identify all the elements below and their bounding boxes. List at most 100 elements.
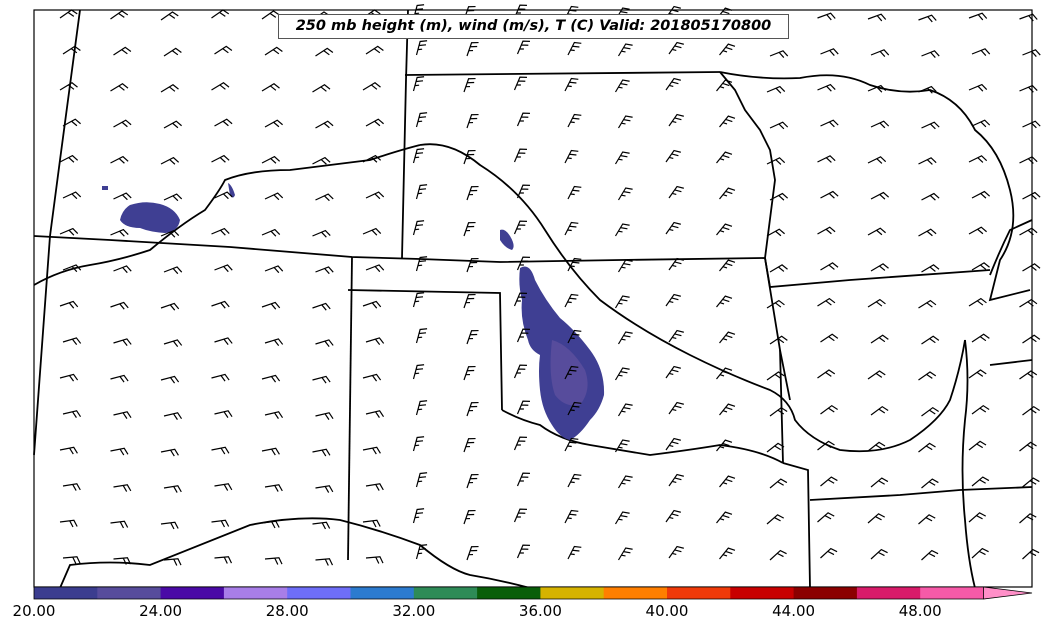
wind-barb xyxy=(466,545,479,561)
wind-barb xyxy=(214,191,233,200)
colorbar-segment xyxy=(350,587,415,599)
wind-barb xyxy=(312,302,331,311)
wind-barb xyxy=(59,300,79,309)
wind-barb xyxy=(716,367,733,380)
wind-barb xyxy=(769,335,788,345)
wind-barb xyxy=(264,557,283,565)
wind-barb xyxy=(513,220,527,235)
wind-barb xyxy=(918,14,937,23)
temperature-shading xyxy=(102,183,605,440)
wind-barb xyxy=(516,400,530,415)
wind-barb xyxy=(211,154,230,163)
wind-barb xyxy=(463,365,476,381)
wind-barb xyxy=(110,83,129,92)
wind-barb xyxy=(1022,49,1041,57)
wind-barb xyxy=(918,514,936,525)
wind-barb xyxy=(261,301,281,310)
wind-barb xyxy=(62,556,81,564)
wind-barb xyxy=(567,113,582,128)
wind-barb xyxy=(820,476,838,487)
wind-barb xyxy=(820,333,839,343)
wind-barb xyxy=(412,364,425,380)
wind-barb xyxy=(665,437,681,451)
colorbar-tick-label: 20.00 xyxy=(12,602,56,620)
wind-barb xyxy=(820,190,839,199)
wind-barb xyxy=(264,46,283,56)
wind-barb xyxy=(412,76,425,92)
wind-barb xyxy=(766,371,785,381)
wind-barb xyxy=(719,43,736,56)
wind-barb xyxy=(820,119,839,128)
wind-barb xyxy=(567,401,582,416)
wind-barb xyxy=(163,266,183,275)
wind-barb xyxy=(59,227,79,236)
wind-barb xyxy=(466,473,479,489)
colorbar-segment xyxy=(160,587,225,599)
wind-barb xyxy=(971,404,990,415)
wind-barb xyxy=(769,478,788,489)
wind-barb xyxy=(968,155,988,163)
wind-barb xyxy=(870,49,890,57)
colorbar-segment xyxy=(287,587,351,599)
wind-barb xyxy=(867,370,886,380)
colorbar-tick-label: 48.00 xyxy=(898,602,942,620)
wind-barb xyxy=(820,547,838,559)
wind-barb xyxy=(214,45,233,55)
wind-barb xyxy=(261,447,280,456)
colorbar-tick-label: 28.00 xyxy=(265,602,309,620)
wind-barb xyxy=(365,556,384,564)
wind-barb xyxy=(867,441,886,452)
wind-barb xyxy=(415,112,428,128)
wind-barb xyxy=(968,12,988,21)
wind-barb xyxy=(564,509,579,524)
wind-barb xyxy=(918,157,937,165)
wind-barb xyxy=(968,297,987,307)
wind-barb xyxy=(870,405,889,416)
wind-barb xyxy=(665,149,681,163)
map-title: 250 mb height (m), wind (m/s), T (C) Val… xyxy=(278,14,789,39)
wind-barb xyxy=(365,118,384,127)
colorbar-segment xyxy=(667,587,731,599)
wind-barb xyxy=(1019,513,1037,524)
wind-barb xyxy=(921,478,939,489)
wind-barb xyxy=(769,549,787,561)
wind-barb xyxy=(264,192,284,201)
wind-barb xyxy=(466,401,479,417)
wind-barb xyxy=(113,119,132,128)
wind-barb xyxy=(564,77,579,92)
wind-barb xyxy=(567,329,582,344)
wind-barb xyxy=(110,301,129,310)
colorbar-segment xyxy=(920,587,984,599)
wind-barb xyxy=(163,193,183,202)
wind-barb xyxy=(113,484,132,492)
wind-barb xyxy=(867,13,887,22)
wind-barb xyxy=(971,48,991,56)
wind-barb xyxy=(59,9,78,19)
wind-barb xyxy=(160,229,180,238)
wind-barb xyxy=(567,545,582,560)
wind-barb xyxy=(867,513,886,524)
wind-barb xyxy=(415,544,428,560)
wind-barb xyxy=(62,45,81,55)
wind-barb xyxy=(214,483,233,491)
wind-barb xyxy=(362,373,382,382)
wind-barb xyxy=(971,547,989,559)
wind-barb xyxy=(567,41,582,56)
wind-barb xyxy=(668,113,684,127)
wind-barb xyxy=(412,436,425,452)
wind-barb xyxy=(820,48,839,56)
wind-barb xyxy=(769,121,789,130)
wind-barb xyxy=(516,40,530,55)
wind-barb xyxy=(110,374,129,383)
wind-barb xyxy=(62,410,82,418)
wind-barb xyxy=(211,373,230,382)
wind-barb xyxy=(214,264,233,273)
wind-barb xyxy=(968,226,987,235)
colorbar-segment xyxy=(540,587,605,599)
wind-barb xyxy=(564,293,579,308)
wind-barb xyxy=(516,472,530,487)
colorbar-segment xyxy=(603,587,668,599)
wind-barb xyxy=(62,118,81,127)
wind-barb xyxy=(214,118,233,127)
wind-barb xyxy=(668,41,684,55)
